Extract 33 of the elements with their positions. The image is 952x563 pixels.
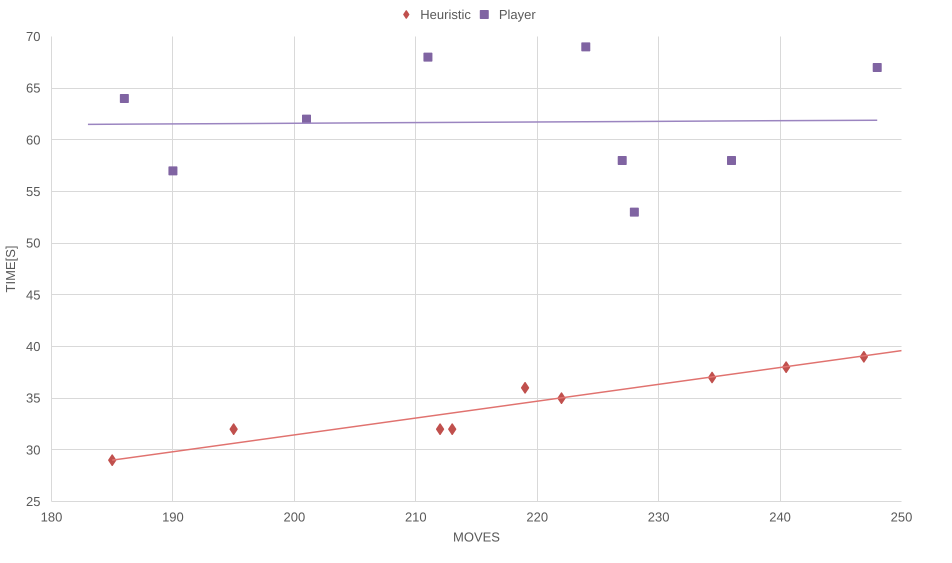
y-tick-label: 50 [26,236,41,251]
point [168,166,178,176]
x-tick-label: 180 [40,510,62,524]
y-tick-label: 40 [26,339,41,354]
y-tick-label: 30 [26,442,41,458]
y-tick-label: 60 [26,132,41,148]
point [520,382,530,394]
y-tick-label: 55 [26,184,41,199]
x-tick-label: 220 [526,510,548,524]
x-axis-title: MOVES [453,530,500,544]
point [727,156,736,165]
y-tick-label: 25 [26,494,41,509]
y-tick-label: 65 [26,80,41,96]
x-tick-label: 230 [648,510,670,524]
x-tick-label: 250 [890,510,912,524]
x-tick-label: 200 [284,510,306,524]
y-tick-label: 70 [26,29,41,44]
y-tick-label: 45 [26,287,41,302]
point [581,42,590,52]
y-axis-title: TIME[S] [3,246,18,292]
point [120,94,129,103]
legend-label: Player [498,6,536,22]
point [423,52,432,62]
point [618,156,627,165]
point [630,208,639,217]
point [436,423,444,436]
point [872,63,882,72]
y-tick-label: 35 [26,390,41,406]
point [229,423,238,436]
legend-label: Heuristic [420,6,471,22]
x-tick-label: 190 [162,510,184,524]
x-tick-label: 240 [769,510,791,524]
x-tick-label: 210 [404,510,427,524]
